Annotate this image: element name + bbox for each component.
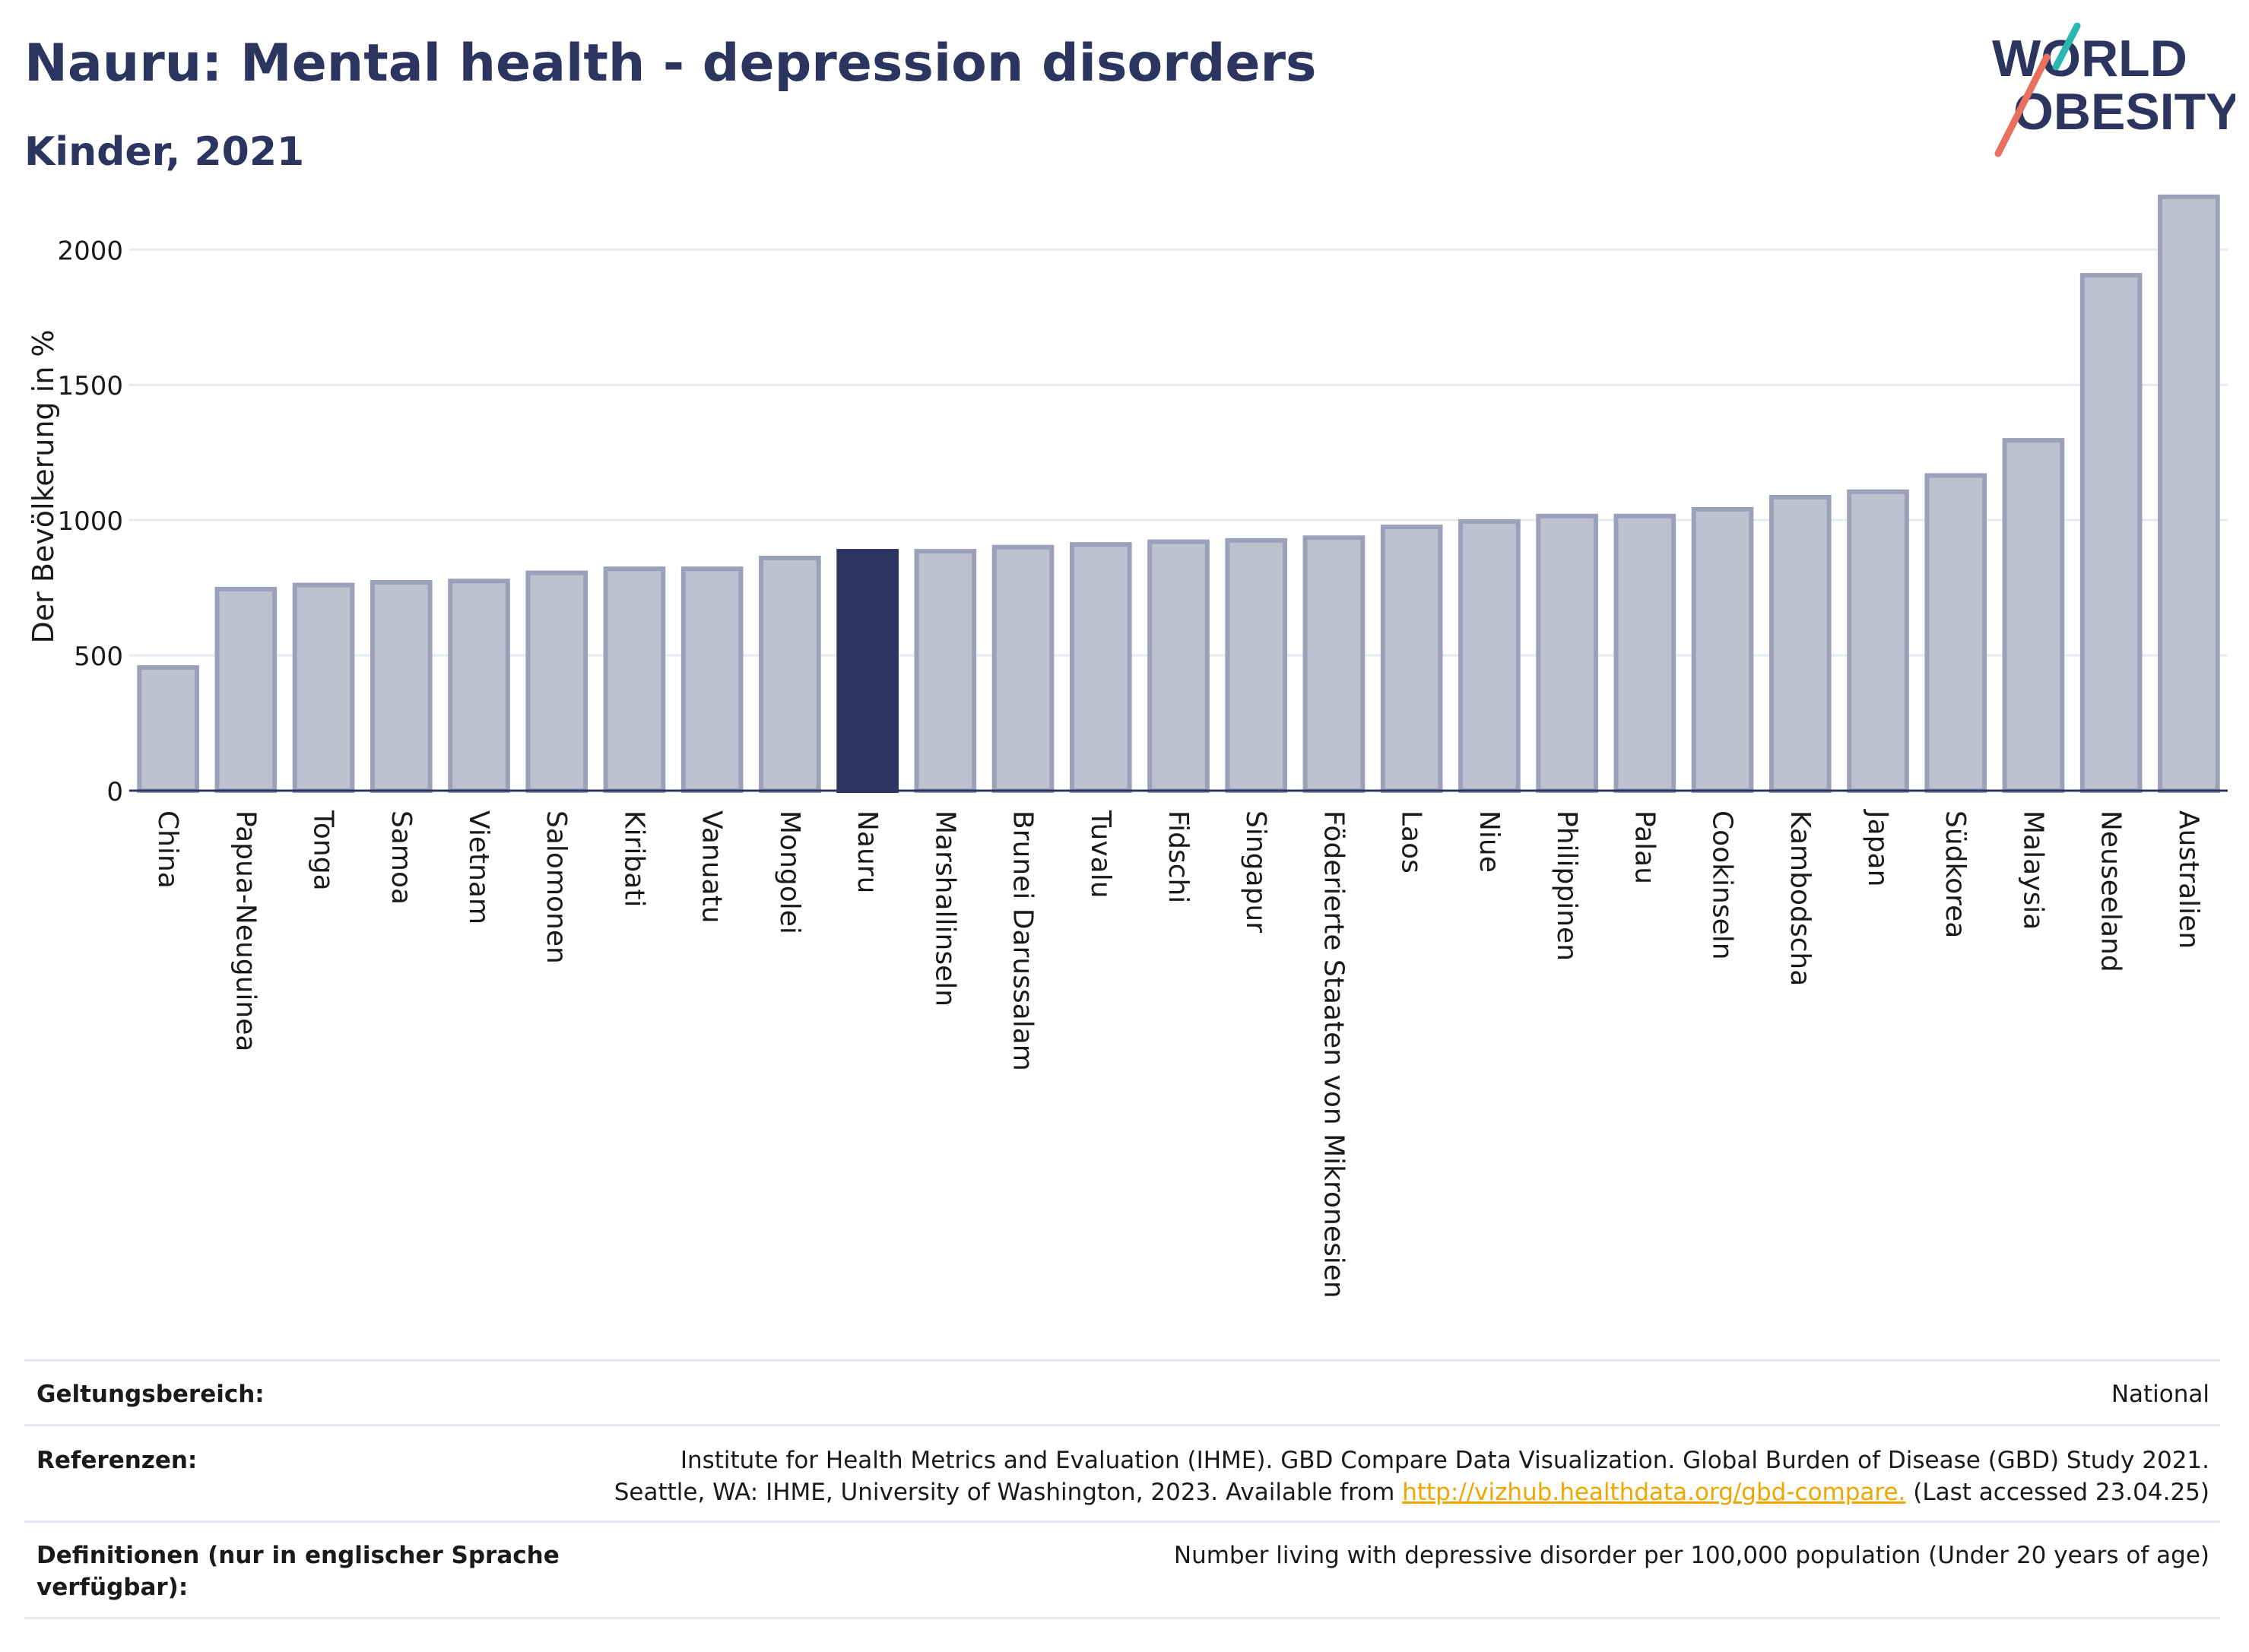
- y-axis-label: Der Bevölkerung in %: [27, 330, 60, 644]
- x-tick-label: Kambodscha: [1784, 810, 1816, 986]
- bar-neuseeland: [2079, 273, 2143, 793]
- bar-kambodscha: [1768, 494, 1832, 794]
- bar-niue: [1458, 518, 1521, 793]
- bar-singapur: [1225, 537, 1288, 793]
- bar-fidschi: [1147, 539, 1210, 793]
- bar-vietnam: [448, 579, 510, 794]
- definitions-value: Number living with depressive disorder p…: [1173, 1542, 2209, 1569]
- references-label: Referenzen:: [36, 1447, 198, 1474]
- scope-value: National: [2111, 1381, 2209, 1408]
- references-line1: Institute for Health Metrics and Evaluat…: [680, 1447, 2209, 1474]
- bar-samoa: [370, 579, 433, 793]
- x-tick-label: Salomonen: [541, 810, 572, 964]
- logo-slash-teal: [2052, 23, 2081, 71]
- y-tick-label: 2000: [57, 236, 123, 266]
- x-tick-label: Kiribati: [618, 810, 649, 907]
- page-title: Nauru: Mental health - depression disord…: [24, 33, 1317, 94]
- bar-föderierte-staaten-von-mikronesien: [1302, 535, 1366, 793]
- bar-palau: [1613, 513, 1676, 794]
- y-tick-label: 1500: [57, 371, 123, 401]
- references-line2: Seattle, WA: IHME, University of Washing…: [614, 1476, 2209, 1508]
- bar-laos: [1380, 525, 1443, 793]
- logo-line2: OBESITY: [2013, 83, 2235, 141]
- y-tick-label: 0: [106, 777, 123, 807]
- x-tick-label: Cookinseln: [1707, 810, 1738, 960]
- x-tick-label: Malaysia: [2017, 810, 2048, 930]
- x-tick-label: Singapur: [1240, 810, 1271, 933]
- footer-table: Geltungsbereich: National Referenzen: In…: [24, 1359, 2220, 1619]
- x-tick-label: China: [152, 810, 183, 889]
- x-tick-label: Vietnam: [463, 810, 494, 924]
- x-tick-label: Tuvalu: [1085, 810, 1116, 899]
- x-tick-label: Philippinen: [1551, 810, 1582, 961]
- footer-row-definitions: Definitionen (nur in englischer Sprache …: [24, 1520, 2220, 1619]
- x-tick-label: Niue: [1473, 810, 1505, 873]
- logo-slash-red: [1994, 53, 2051, 157]
- x-tick-label: Mongolei: [774, 810, 805, 934]
- bar-malaysia: [2002, 438, 2065, 794]
- bar-tonga: [292, 582, 355, 793]
- x-tick-label: Nauru: [852, 810, 883, 893]
- logo-line1: WORLD: [1992, 30, 2187, 87]
- bar-papua-neuguinea: [214, 586, 278, 793]
- bar-philippinen: [1536, 513, 1598, 794]
- x-tick-label: Japan: [1862, 809, 1893, 886]
- x-tick-label: Papua-Neuguinea: [230, 810, 261, 1051]
- bar-australien: [2158, 194, 2220, 793]
- y-tick-label: 500: [74, 642, 123, 672]
- references-value: Institute for Health Metrics and Evaluat…: [614, 1444, 2209, 1508]
- world-obesity-logo: WORLD OBESITY: [1992, 23, 2235, 157]
- bar-salomonen: [525, 570, 588, 793]
- references-link[interactable]: http://vizhub.healthdata.org/gbd-compare…: [1402, 1479, 1906, 1506]
- footer-row-references: Referenzen: Institute for Health Metrics…: [24, 1424, 2220, 1520]
- bar-brunei-darussalam: [991, 544, 1055, 793]
- x-tick-label: Australien: [2173, 810, 2204, 949]
- x-tick-label: Palau: [1629, 810, 1660, 884]
- bar-südkorea: [1924, 473, 1987, 793]
- x-tick-label: Tonga: [308, 810, 339, 891]
- definitions-label: Definitionen (nur in englischer Sprache …: [36, 1542, 560, 1601]
- bar-mongolei: [759, 555, 821, 794]
- x-tick-label: Vanuatu: [696, 810, 728, 924]
- bar-japan: [1847, 489, 1909, 794]
- x-tick-label: Brunei Darussalam: [1007, 810, 1039, 1071]
- bar-vanuatu: [680, 566, 744, 793]
- x-tick-label: Föderierte Staaten von Mikronesien: [1318, 810, 1349, 1298]
- x-tick-label: Samoa: [385, 810, 417, 905]
- scope-label: Geltungsbereich:: [36, 1381, 265, 1408]
- x-tick-label: Neuseeland: [2095, 810, 2127, 972]
- x-tick-label: Marshallinseln: [929, 810, 960, 1007]
- page-subtitle: Kinder, 2021: [24, 129, 305, 175]
- x-tick-label: Laos: [1396, 810, 1427, 874]
- bar-chart: 0 500 1000 1500 2000 Der Bevölkerung in % Chin…: [27, 194, 2228, 1298]
- footer-row-scope: Geltungsbereich: National: [24, 1359, 2220, 1424]
- references-line2-post: (Last accessed 23.04.25): [1905, 1479, 2209, 1506]
- bar-nauru: [836, 549, 899, 793]
- bar-tuvalu: [1069, 542, 1132, 793]
- x-tick-label: Fidschi: [1163, 810, 1194, 903]
- bar-kiribati: [603, 566, 666, 793]
- references-line2-pre: Seattle, WA: IHME, University of Washing…: [614, 1479, 1403, 1506]
- x-tick-label: Südkorea: [1940, 810, 1971, 938]
- bar-cookinseln: [1691, 506, 1754, 793]
- y-tick-label: 1000: [57, 506, 123, 537]
- bar-marshallinseln: [914, 549, 977, 793]
- bar-china: [137, 665, 199, 793]
